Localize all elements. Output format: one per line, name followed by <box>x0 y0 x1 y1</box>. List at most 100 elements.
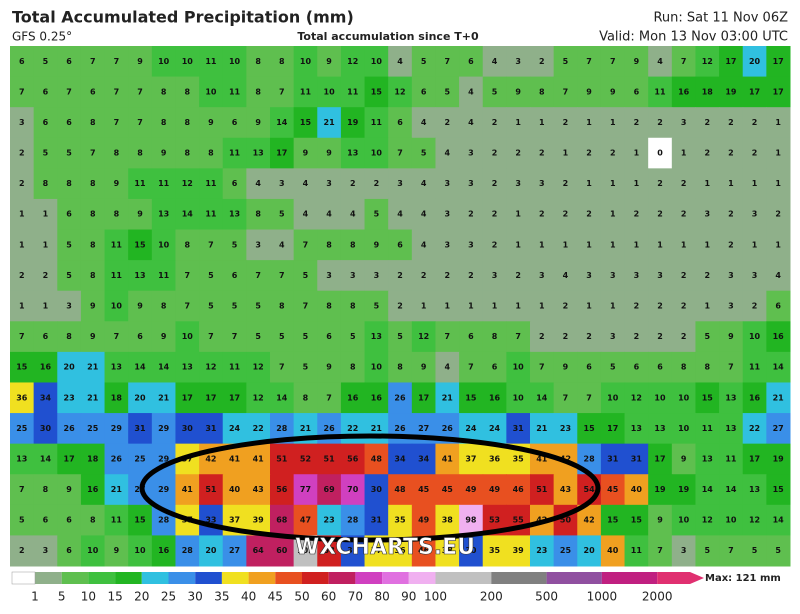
legend-label: 1 <box>31 590 39 604</box>
precip-cell <box>128 137 153 169</box>
title: Total Accumulated Precipitation (mm) <box>12 8 354 27</box>
legend-swatch <box>141 572 169 584</box>
precip-cell <box>57 413 82 445</box>
precip-cell <box>411 260 436 292</box>
precip-cell <box>671 535 696 567</box>
precip-value: 30 <box>465 546 477 555</box>
precip-value: 30 <box>40 424 52 433</box>
precip-value: 7 <box>586 393 592 402</box>
precip-value: 3 <box>681 546 687 555</box>
precip-cell <box>104 168 129 200</box>
subtitle: Total accumulation since T+0 <box>297 30 479 43</box>
precip-value: 3 <box>468 179 474 188</box>
precip-cell <box>33 76 58 108</box>
precip-value: 8 <box>184 118 190 127</box>
precip-value: 1 <box>515 302 521 311</box>
precip-cell <box>719 351 744 383</box>
precip-cell <box>364 229 389 261</box>
precip-cell <box>530 229 555 261</box>
precip-cell <box>530 76 555 108</box>
precip-cell <box>293 107 318 139</box>
precip-value: 35 <box>513 454 525 463</box>
map-cells <box>10 46 791 567</box>
precip-cell <box>553 46 578 78</box>
legend-swatch <box>491 572 547 584</box>
precip-value: 3 <box>374 271 380 280</box>
precip-cell <box>199 198 224 231</box>
precip-cell <box>10 382 35 414</box>
precip-cell <box>624 443 649 475</box>
precip-value: 13 <box>229 210 240 219</box>
precip-value: 13 <box>654 424 665 433</box>
precip-cell <box>600 46 626 78</box>
precip-cell <box>671 290 696 322</box>
precip-cell <box>33 413 58 445</box>
precip-value: 2 <box>563 302 569 311</box>
precip-cell <box>435 290 460 322</box>
precip-cell <box>411 474 436 506</box>
precip-cell <box>293 168 318 200</box>
precip-cell <box>222 198 247 231</box>
precip-value: 5 <box>303 363 309 372</box>
precip-cell <box>364 443 389 475</box>
precip-value: 8 <box>161 87 167 96</box>
precip-value: 7 <box>114 332 120 341</box>
precip-value: 1 <box>43 240 49 249</box>
precip-value: 1 <box>610 210 616 219</box>
precip-value: 1 <box>539 118 545 127</box>
precip-cell <box>246 443 271 475</box>
precip-cell <box>246 168 271 200</box>
precip-cell <box>648 168 673 200</box>
precip-value: 2 <box>657 179 663 188</box>
precip-value: 4 <box>468 87 474 96</box>
precip-cell <box>719 107 744 139</box>
precip-cell <box>766 107 791 139</box>
precip-cell <box>317 76 342 108</box>
precip-cell <box>695 76 720 108</box>
precip-value: 9 <box>161 332 167 341</box>
precip-value: 56 <box>347 454 359 463</box>
precip-cell <box>482 351 507 383</box>
precip-cell <box>388 168 413 200</box>
precip-value: 31 <box>205 424 217 433</box>
precip-value: 2 <box>43 271 49 280</box>
precip-value: 8 <box>208 149 214 158</box>
precip-value: 21 <box>371 424 383 433</box>
precip-cell <box>80 443 106 475</box>
precip-cell <box>104 535 129 567</box>
precip-cell <box>553 229 578 261</box>
precip-value: 8 <box>492 332 498 341</box>
precip-value: 13 <box>158 210 169 219</box>
precip-cell <box>719 168 744 200</box>
precip-value: 53 <box>489 516 500 525</box>
legend-swatch <box>355 572 383 584</box>
precip-value: 1 <box>610 302 616 311</box>
precip-cell <box>246 229 271 261</box>
precip-value: 10 <box>205 87 217 96</box>
precip-value: 28 <box>182 546 194 555</box>
precip-cell <box>600 107 626 139</box>
precip-value: 8 <box>397 363 403 372</box>
precip-cell <box>671 351 696 383</box>
precip-value: 1 <box>752 240 758 249</box>
precip-value: 4 <box>279 240 285 249</box>
precip-cell <box>459 107 484 139</box>
precip-value: 2 <box>539 149 545 158</box>
precip-cell <box>33 168 58 200</box>
precip-value: 17 <box>749 87 760 96</box>
precip-cell <box>10 321 35 353</box>
precip-value: 11 <box>205 210 217 219</box>
precip-value: 3 <box>515 179 521 188</box>
precip-cell <box>742 290 767 322</box>
precip-value: 8 <box>681 363 687 372</box>
precip-cell <box>742 260 767 292</box>
precip-cell <box>600 351 626 383</box>
precip-value: 7 <box>66 87 72 96</box>
precip-cell <box>175 351 200 383</box>
precip-cell <box>246 107 271 139</box>
precip-cell <box>553 168 578 200</box>
precip-cell <box>411 443 436 475</box>
precip-value: 3 <box>326 179 332 188</box>
precip-value: 1 <box>704 179 710 188</box>
precip-value: 1 <box>704 302 710 311</box>
